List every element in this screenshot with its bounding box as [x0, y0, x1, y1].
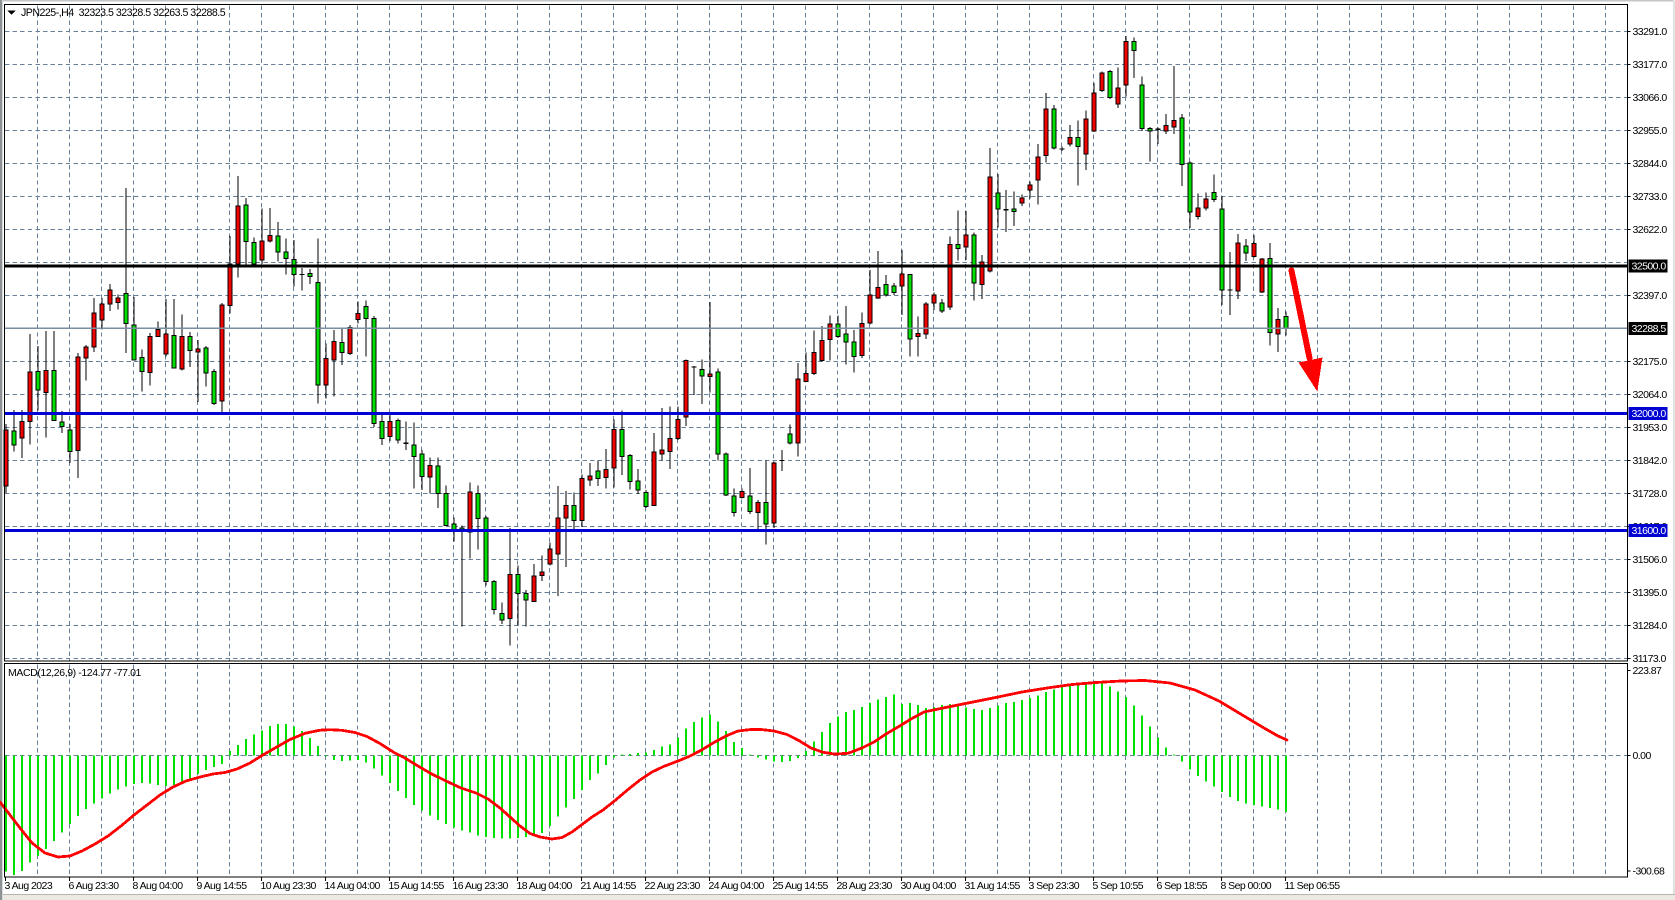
svg-text:32397.0: 32397.0 [1633, 290, 1668, 302]
svg-text:6 Aug 23:30: 6 Aug 23:30 [69, 880, 120, 892]
svg-text:31600.0: 31600.0 [1632, 525, 1667, 537]
svg-text:32000.0: 32000.0 [1632, 408, 1667, 420]
svg-text:0.00: 0.00 [1633, 750, 1652, 762]
svg-text:MACD(12,26,9) -124.77 -77.01: MACD(12,26,9) -124.77 -77.01 [8, 667, 142, 679]
svg-text:9 Aug 14:55: 9 Aug 14:55 [197, 880, 248, 892]
svg-text:15 Aug 14:55: 15 Aug 14:55 [389, 880, 445, 892]
svg-text:31953.0: 31953.0 [1633, 422, 1668, 434]
svg-text:24 Aug 04:00: 24 Aug 04:00 [709, 880, 765, 892]
svg-text:32500.0: 32500.0 [1632, 261, 1667, 273]
svg-text:32175.0: 32175.0 [1633, 356, 1668, 368]
svg-text:11 Sep 06:55: 11 Sep 06:55 [1285, 880, 1341, 892]
svg-text:33291.0: 33291.0 [1633, 26, 1668, 38]
svg-text:6 Sep 18:55: 6 Sep 18:55 [1157, 880, 1208, 892]
svg-text:32733.0: 32733.0 [1633, 191, 1668, 203]
svg-text:14 Aug 04:00: 14 Aug 04:00 [325, 880, 381, 892]
svg-text:JPN225-,H4 32323.5 32328.5 32: JPN225-,H4 32323.5 32328.5 32263.5 32288… [21, 7, 226, 19]
svg-text:31173.0: 31173.0 [1633, 653, 1667, 665]
svg-text:32288.5: 32288.5 [1632, 323, 1667, 335]
svg-text:32064.0: 32064.0 [1633, 389, 1668, 401]
svg-text:223.87: 223.87 [1633, 665, 1663, 677]
svg-text:-300.68: -300.68 [1633, 866, 1665, 878]
svg-text:32955.0: 32955.0 [1633, 125, 1668, 137]
svg-text:31728.0: 31728.0 [1633, 488, 1668, 500]
svg-text:3 Sep 23:30: 3 Sep 23:30 [1029, 880, 1080, 892]
svg-text:31506.0: 31506.0 [1633, 554, 1668, 566]
svg-text:33066.0: 33066.0 [1633, 92, 1668, 104]
svg-text:32844.0: 32844.0 [1633, 158, 1668, 170]
svg-text:8 Sep 00:00: 8 Sep 00:00 [1221, 880, 1272, 892]
svg-text:31 Aug 14:55: 31 Aug 14:55 [965, 880, 1021, 892]
svg-text:3 Aug 2023: 3 Aug 2023 [5, 880, 53, 892]
svg-text:22 Aug 23:30: 22 Aug 23:30 [645, 880, 701, 892]
svg-text:31284.0: 31284.0 [1633, 620, 1668, 632]
svg-text:18 Aug 04:00: 18 Aug 04:00 [517, 880, 573, 892]
svg-text:25 Aug 14:55: 25 Aug 14:55 [773, 880, 829, 892]
svg-text:21 Aug 14:55: 21 Aug 14:55 [581, 880, 637, 892]
svg-text:30 Aug 04:00: 30 Aug 04:00 [901, 880, 957, 892]
svg-text:8 Aug 04:00: 8 Aug 04:00 [133, 880, 184, 892]
svg-text:5 Sep 10:55: 5 Sep 10:55 [1093, 880, 1144, 892]
svg-text:32622.0: 32622.0 [1633, 224, 1668, 236]
svg-text:33177.0: 33177.0 [1633, 59, 1668, 71]
svg-text:28 Aug 23:30: 28 Aug 23:30 [837, 880, 893, 892]
svg-text:10 Aug 23:30: 10 Aug 23:30 [261, 880, 317, 892]
svg-text:31395.0: 31395.0 [1633, 587, 1668, 599]
svg-text:16 Aug 23:30: 16 Aug 23:30 [453, 880, 509, 892]
svg-text:31842.0: 31842.0 [1633, 455, 1668, 467]
